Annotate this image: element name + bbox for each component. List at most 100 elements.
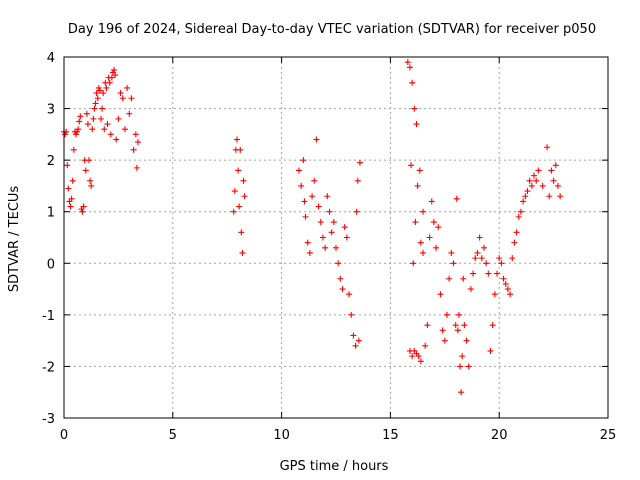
data-point — [238, 229, 245, 236]
data-point — [119, 95, 126, 102]
data-point — [550, 177, 557, 184]
data-point — [515, 213, 522, 220]
data-point — [76, 118, 83, 125]
data-point — [502, 280, 509, 287]
data-point — [352, 342, 359, 349]
data-point — [460, 275, 467, 282]
data-point — [450, 260, 457, 267]
data-point — [68, 195, 75, 202]
data-point — [416, 167, 423, 174]
data-point — [300, 157, 307, 164]
data-point — [317, 219, 324, 226]
data-point — [350, 332, 357, 339]
data-point — [548, 167, 555, 174]
data-point — [121, 126, 128, 133]
data-point — [239, 249, 246, 256]
x-tick-label: 0 — [60, 428, 68, 443]
data-point — [86, 157, 93, 164]
data-point — [240, 177, 247, 184]
data-point — [107, 131, 114, 138]
data-point — [237, 146, 244, 153]
data-point — [430, 219, 437, 226]
y-tick-label: 2 — [47, 154, 55, 169]
data-point — [412, 219, 419, 226]
x-axis-title: GPS time / hours — [280, 459, 389, 474]
data-point — [324, 193, 331, 200]
data-point — [446, 275, 453, 282]
data-point — [103, 84, 110, 91]
x-tick-label: 5 — [169, 428, 177, 443]
data-point — [91, 105, 98, 112]
data-point — [487, 347, 494, 354]
data-point — [457, 363, 464, 370]
data-point — [422, 342, 429, 349]
data-point — [115, 115, 122, 122]
data-point — [302, 213, 309, 220]
data-point — [420, 208, 427, 215]
data-point — [356, 159, 363, 166]
data-point — [133, 164, 140, 171]
data-point — [65, 185, 72, 192]
data-point — [69, 177, 76, 184]
data-point — [498, 260, 505, 267]
plot-frame — [63, 56, 609, 419]
data-point — [80, 203, 87, 210]
data-point — [489, 322, 496, 329]
data-point — [235, 167, 242, 174]
data-point — [311, 177, 318, 184]
data-point — [343, 234, 350, 241]
data-point — [355, 337, 362, 344]
x-tick-label: 15 — [382, 428, 399, 443]
y-axis-title: SDTVAR / TECUs — [7, 186, 22, 293]
y-tick-label: -3 — [42, 412, 55, 427]
data-point — [494, 270, 501, 277]
data-point — [552, 162, 559, 169]
y-axis-tick-labels: -3 -2 -1 0 1 2 3 4 — [42, 51, 55, 427]
data-point — [134, 139, 141, 146]
data-point — [84, 121, 91, 128]
data-point — [326, 208, 333, 215]
data-point — [241, 193, 248, 200]
data-point — [230, 208, 237, 215]
data-point — [504, 286, 511, 293]
data-point — [528, 182, 535, 189]
data-point — [483, 260, 490, 267]
y-tick-label: 0 — [47, 257, 55, 272]
data-point — [539, 182, 546, 189]
data-point — [313, 136, 320, 143]
data-point — [410, 260, 417, 267]
data-point — [113, 136, 120, 143]
data-point — [93, 90, 100, 97]
data-point — [124, 84, 131, 91]
data-point — [452, 322, 459, 329]
data-point — [96, 87, 103, 94]
grid-lines — [64, 57, 608, 418]
data-points — [61, 59, 564, 396]
data-point — [353, 208, 360, 215]
data-point — [231, 188, 238, 195]
data-point — [117, 90, 124, 97]
chart-title: Day 196 of 2024, Sidereal Day-to-day VTE… — [68, 22, 596, 37]
data-point — [524, 188, 531, 195]
data-point — [476, 234, 483, 241]
data-point — [298, 182, 305, 189]
data-point — [309, 193, 316, 200]
data-point — [409, 79, 416, 86]
data-point — [101, 126, 108, 133]
data-point — [424, 322, 431, 329]
data-point — [409, 353, 416, 360]
data-point — [304, 239, 311, 246]
data-point — [95, 84, 102, 91]
data-point — [458, 389, 465, 396]
x-tick-label: 10 — [273, 428, 290, 443]
data-point — [77, 113, 84, 120]
data-point — [233, 136, 240, 143]
data-point — [496, 255, 503, 262]
data-point — [517, 208, 524, 215]
data-point — [531, 172, 538, 179]
data-point — [453, 195, 460, 202]
data-point — [417, 239, 424, 246]
data-point — [90, 115, 97, 122]
data-point — [62, 131, 69, 138]
